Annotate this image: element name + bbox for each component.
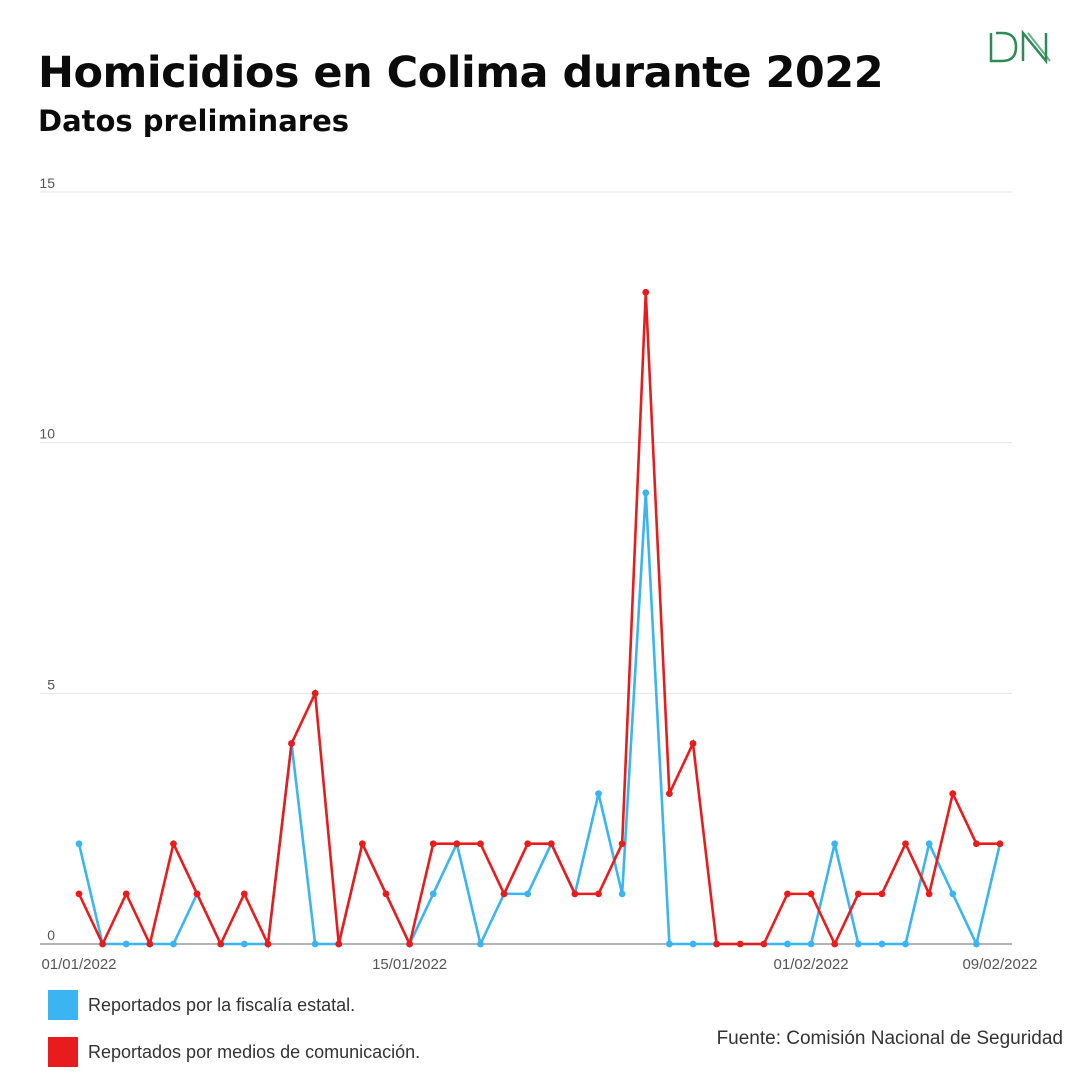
data-point[interactable] [524,840,532,848]
data-point[interactable] [925,890,933,898]
data-point[interactable] [524,890,532,898]
legend-item-fiscalia[interactable]: Reportados por la fiscalía estatal. [48,990,355,1020]
data-point[interactable] [689,740,697,747]
y-tick-label: 10 [39,426,55,442]
data-point[interactable] [949,790,957,797]
data-point[interactable] [713,940,721,948]
x-tick-label: 15/01/2022 [372,956,447,973]
data-point[interactable] [358,840,366,848]
data-point[interactable] [831,940,839,948]
data-point[interactable] [122,890,130,898]
data-point[interactable] [311,940,319,948]
y-tick-label: 0 [47,927,55,943]
data-point[interactable] [736,940,744,948]
data-point[interactable] [335,940,343,948]
data-point[interactable] [240,890,248,898]
data-point[interactable] [689,940,697,948]
y-tick-label: 5 [47,676,55,692]
legend-swatch-fiscalia [48,990,78,1020]
data-point[interactable] [878,890,886,898]
data-point[interactable] [949,890,957,898]
data-point[interactable] [75,890,83,898]
data-point[interactable] [595,890,602,898]
series-1 [75,288,1004,949]
data-point[interactable] [477,840,484,848]
data-point[interactable] [477,940,484,948]
y-axis: 0 5 10 15 [39,175,55,943]
series-line-1 [77,292,1000,949]
data-point[interactable] [642,288,650,296]
data-point[interactable] [500,890,508,898]
data-point[interactable] [429,840,437,848]
data-point[interactable] [854,890,862,898]
legend-item-medios[interactable]: Reportados por medios de comunicación. [48,1037,420,1067]
x-tick-label: 09/02/2022 [962,956,1037,973]
data-point[interactable] [217,940,225,948]
series-0 [75,489,1004,948]
data-point[interactable] [146,940,154,948]
data-point[interactable] [170,840,177,848]
data-point[interactable] [642,489,650,497]
grid-lines [40,191,1012,945]
chart-subtitle: Datos preliminares [38,104,349,138]
data-point[interactable] [807,940,815,948]
data-point[interactable] [996,840,1004,848]
data-point[interactable] [972,840,980,848]
data-point[interactable] [311,689,319,697]
data-point[interactable] [665,790,673,797]
data-point[interactable] [854,940,862,948]
data-point[interactable] [382,890,390,898]
data-point[interactable] [240,940,248,948]
x-tick-label: 01/01/2022 [41,956,116,973]
data-point[interactable] [807,890,815,898]
legend-label-medios: Reportados por medios de comunicación. [88,1041,421,1062]
data-point[interactable] [595,790,602,797]
data-point[interactable] [547,840,555,848]
data-point[interactable] [453,840,461,848]
data-point[interactable] [618,890,626,898]
legend-swatch-medios [48,1037,78,1067]
data-point[interactable] [406,940,414,948]
series-line-0 [77,492,1002,948]
x-axis: 01/01/2022 15/01/2022 01/02/2022 09/02/2022 [41,956,1037,973]
source-note: Fuente: Comisión Nacional de Seguridad [716,1028,1063,1049]
data-point[interactable] [760,940,768,948]
data-point[interactable] [193,890,201,898]
data-point[interactable] [831,840,839,848]
data-point[interactable] [665,940,673,948]
data-point[interactable] [784,890,791,898]
data-point[interactable] [75,840,83,848]
data-point[interactable] [972,940,980,948]
y-tick-label: 15 [39,175,55,191]
x-tick-label: 01/02/2022 [774,956,849,973]
dn-logo-icon [989,30,1051,64]
data-point[interactable] [122,940,130,948]
data-point[interactable] [925,840,933,848]
data-point[interactable] [99,940,107,948]
data-point[interactable] [429,890,437,898]
data-point[interactable] [264,940,272,948]
data-point[interactable] [902,940,909,948]
data-point[interactable] [618,840,626,848]
data-point[interactable] [571,890,579,898]
data-point[interactable] [878,940,886,948]
data-point[interactable] [170,940,177,948]
data-point[interactable] [902,840,909,848]
data-point[interactable] [288,740,295,747]
chart-title: Homicidios en Colima durante 2022 [38,48,884,98]
series-layer [75,288,1004,949]
data-point[interactable] [784,940,791,948]
legend-label-fiscalia: Reportados por la fiscalía estatal. [88,994,356,1015]
